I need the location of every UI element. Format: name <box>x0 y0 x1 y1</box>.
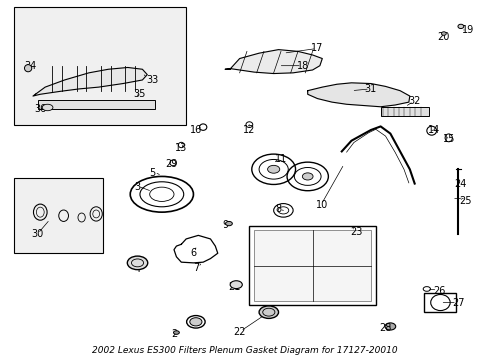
Text: 25: 25 <box>459 197 471 206</box>
Bar <box>380 107 428 116</box>
Ellipse shape <box>259 306 278 319</box>
Text: 33: 33 <box>146 75 158 85</box>
Text: 20: 20 <box>437 32 449 42</box>
Text: 11: 11 <box>274 154 286 163</box>
Polygon shape <box>33 67 147 96</box>
Text: 10: 10 <box>316 200 328 210</box>
Text: 30: 30 <box>32 229 44 239</box>
Ellipse shape <box>189 318 202 326</box>
Ellipse shape <box>24 64 32 72</box>
Text: 23: 23 <box>349 227 362 237</box>
Text: 31: 31 <box>364 84 376 94</box>
Text: 26: 26 <box>432 286 444 296</box>
Text: 9: 9 <box>222 220 227 230</box>
Ellipse shape <box>230 281 242 289</box>
Ellipse shape <box>267 165 279 173</box>
Bar <box>14 178 103 253</box>
Text: 17: 17 <box>310 43 323 53</box>
Text: 5: 5 <box>149 168 155 178</box>
Ellipse shape <box>441 32 446 35</box>
Bar <box>14 7 186 125</box>
Ellipse shape <box>186 316 204 328</box>
Polygon shape <box>307 83 409 107</box>
Ellipse shape <box>173 331 179 334</box>
Ellipse shape <box>127 256 147 270</box>
Text: 28: 28 <box>379 323 391 333</box>
Text: 3: 3 <box>134 182 141 192</box>
Bar <box>38 100 154 109</box>
Text: 32: 32 <box>407 96 420 107</box>
Bar <box>254 230 370 301</box>
Ellipse shape <box>457 24 463 28</box>
Text: 2: 2 <box>170 329 177 339</box>
Text: 4: 4 <box>134 264 141 274</box>
Text: 16: 16 <box>189 125 202 135</box>
Text: 1: 1 <box>190 320 196 330</box>
Bar <box>424 293 455 312</box>
Text: 12: 12 <box>243 125 255 135</box>
Ellipse shape <box>384 323 395 330</box>
Polygon shape <box>224 50 322 73</box>
Text: 22: 22 <box>233 327 245 337</box>
Ellipse shape <box>302 173 312 180</box>
Ellipse shape <box>225 221 232 226</box>
Text: 21: 21 <box>228 282 241 292</box>
Text: 19: 19 <box>461 25 473 35</box>
Bar <box>249 226 375 305</box>
Text: 15: 15 <box>442 134 454 144</box>
Text: 29: 29 <box>165 159 178 169</box>
Ellipse shape <box>42 104 53 111</box>
Text: 7: 7 <box>192 262 199 273</box>
Text: 24: 24 <box>454 179 466 189</box>
Text: 35: 35 <box>134 89 146 99</box>
Text: 6: 6 <box>190 248 196 258</box>
Text: 14: 14 <box>427 125 439 135</box>
Text: 18: 18 <box>296 61 308 71</box>
Text: 8: 8 <box>275 203 281 213</box>
Text: 13: 13 <box>175 143 187 153</box>
Text: 36: 36 <box>34 104 46 113</box>
Text: 2002 Lexus ES300 Filters Plenum Gasket Diagram for 17127-20010: 2002 Lexus ES300 Filters Plenum Gasket D… <box>91 346 396 355</box>
Text: 34: 34 <box>24 61 37 71</box>
Text: 27: 27 <box>451 298 464 308</box>
